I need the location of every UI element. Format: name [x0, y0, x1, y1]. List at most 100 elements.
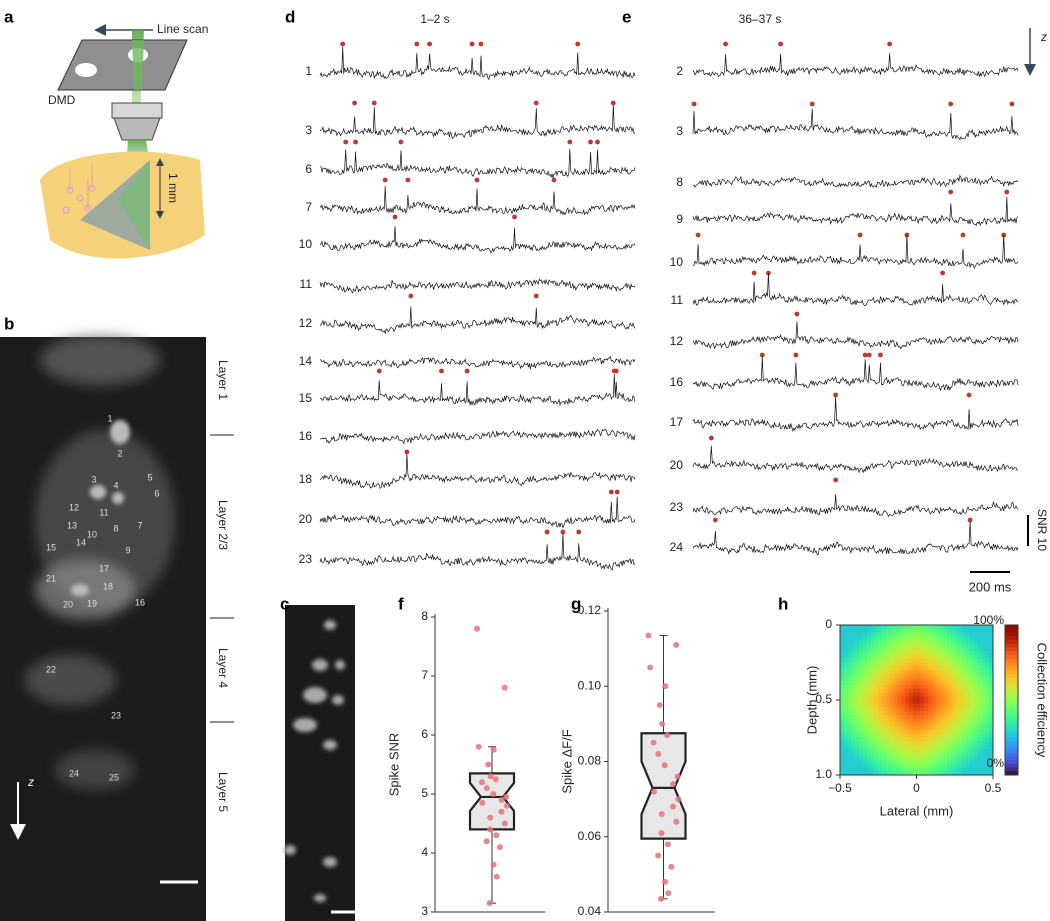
heat-cell	[912, 677, 917, 682]
heat-cell	[882, 685, 887, 690]
heat-cell	[885, 726, 891, 731]
heat-cell	[985, 628, 990, 633]
heat-cell	[905, 748, 910, 753]
heat-cell	[935, 666, 940, 671]
heat-cell	[943, 673, 948, 678]
heat-cell	[901, 696, 906, 701]
heat-cell	[862, 677, 868, 682]
heat-cell	[958, 767, 963, 772]
trace	[692, 494, 1019, 518]
heat-cell	[843, 703, 849, 708]
heat-cell	[989, 692, 994, 697]
heat-cell	[840, 673, 845, 678]
heat-cell	[970, 685, 975, 690]
heat-cell	[897, 625, 902, 630]
heat-cell	[885, 707, 891, 712]
heat-cell	[874, 737, 879, 742]
heat-cell	[954, 748, 959, 753]
heat-cell	[874, 685, 879, 690]
heat-cell	[931, 748, 937, 753]
heat-cell	[935, 670, 940, 675]
heat-cell	[973, 707, 979, 712]
heat-cell	[847, 703, 852, 708]
heat-cell	[920, 745, 925, 750]
heat-cell	[970, 756, 975, 761]
colorbar-cell	[1005, 703, 1018, 708]
neuron-label: 6	[154, 488, 159, 498]
heat-cell	[870, 688, 875, 693]
heat-cell	[985, 640, 990, 645]
colorbar-cell	[1005, 647, 1018, 652]
heat-cell	[901, 670, 906, 675]
heat-cell	[843, 700, 849, 705]
heat-cell	[962, 741, 967, 746]
heat-cell	[897, 707, 902, 712]
heat-cell	[931, 688, 937, 693]
heat-cell	[927, 655, 933, 660]
heat-cell	[916, 748, 921, 753]
heat-cell	[943, 655, 948, 660]
heat-cell	[920, 643, 925, 648]
heat-cell	[851, 756, 856, 761]
heat-cell	[954, 771, 959, 776]
heat-cell	[901, 666, 906, 671]
heat-cell	[985, 700, 990, 705]
heat-cell	[882, 681, 887, 686]
heat-cell	[862, 700, 868, 705]
heat-cell	[931, 658, 937, 663]
heat-cell	[843, 662, 849, 667]
heat-cell	[912, 666, 917, 671]
heat-cell	[905, 745, 910, 750]
y-tick-label: 3	[421, 904, 428, 918]
heat-cell	[905, 643, 910, 648]
heat-cell	[866, 655, 871, 660]
heat-cell	[851, 670, 856, 675]
heat-cell	[939, 711, 944, 716]
spike-marker	[398, 139, 404, 145]
heat-cell	[989, 711, 994, 716]
heat-cell	[954, 681, 959, 686]
heat-cell	[958, 696, 963, 701]
heat-cell	[893, 745, 898, 750]
heat-cell	[939, 703, 944, 708]
heat-cell	[962, 692, 967, 697]
heat-cell	[901, 745, 906, 750]
spike-marker	[343, 139, 349, 145]
heat-cell	[931, 677, 937, 682]
heat-cell	[966, 741, 971, 746]
heat-cell	[885, 703, 891, 708]
heat-cell	[851, 636, 856, 641]
heat-cell	[897, 655, 902, 660]
heat-cell	[989, 647, 994, 652]
heat-cell	[966, 662, 971, 667]
heat-cell	[905, 756, 910, 761]
heat-cell	[943, 670, 948, 675]
colorbar-cell	[1005, 748, 1018, 753]
heat-cell	[927, 685, 933, 690]
heat-cell	[908, 647, 914, 652]
heat-cell	[954, 677, 959, 682]
heat-cell	[970, 632, 975, 637]
heat-cell	[989, 760, 994, 765]
heat-cell	[874, 625, 879, 630]
heat-cell	[878, 733, 883, 738]
heat-cell	[870, 666, 875, 671]
heat-cell	[939, 760, 944, 765]
heat-cell	[893, 677, 898, 682]
heat-cell	[878, 677, 883, 682]
heat-cell	[897, 760, 902, 765]
heat-cell	[981, 715, 986, 720]
trace	[319, 186, 636, 216]
heat-cell	[882, 718, 887, 723]
y-axis-label: Spike ΔF/F	[559, 729, 574, 793]
heat-cell	[847, 733, 852, 738]
heat-cell	[981, 730, 986, 735]
heat-cell	[882, 625, 887, 630]
heat-cell	[927, 756, 933, 761]
heat-cell	[939, 651, 944, 656]
label: 1 mm	[166, 173, 180, 203]
heat-cell	[847, 658, 852, 663]
heat-cell	[950, 651, 956, 656]
spike-marker	[878, 352, 883, 358]
heat-cell	[985, 730, 990, 735]
